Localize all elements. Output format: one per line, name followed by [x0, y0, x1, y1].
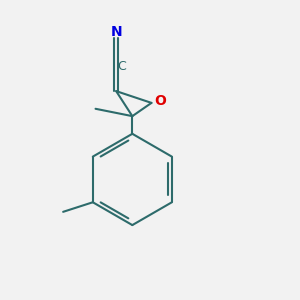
Text: O: O [154, 94, 166, 108]
Text: C: C [117, 60, 126, 73]
Text: N: N [110, 25, 122, 39]
